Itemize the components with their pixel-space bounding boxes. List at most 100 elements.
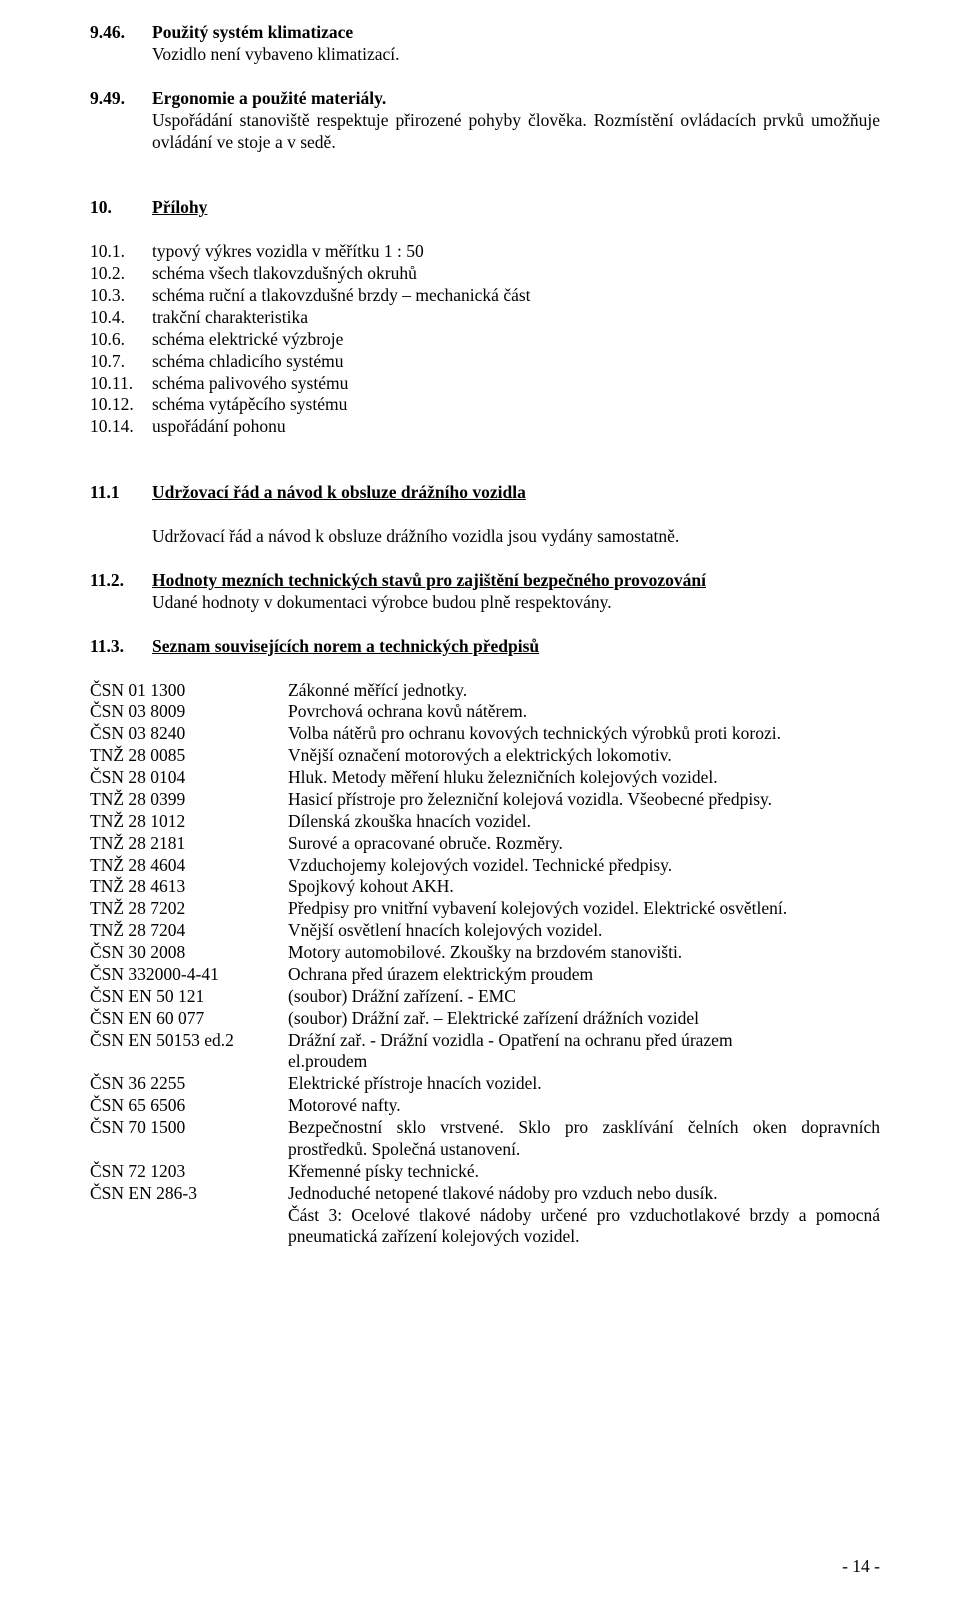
section-946-title: Použitý systém klimatizace xyxy=(152,22,353,44)
section-111-body: Udržovací řád a návod k obsluze drážního… xyxy=(152,526,880,548)
attachment-num: 10.4. xyxy=(90,307,152,329)
standard-desc: Motory automobilové. Zkoušky na brzdovém… xyxy=(288,942,880,964)
section-113-title: Seznam souvisejících norem a technických… xyxy=(152,636,539,658)
attachments-list: 10.1. typový výkres vozidla v měřítku 1 … xyxy=(90,241,880,438)
attachment-num: 10.14. xyxy=(90,416,152,438)
standard-row: ČSN EN 60 077(soubor) Drážní zař. – Elek… xyxy=(90,1008,880,1030)
standard-code: ČSN 03 8009 xyxy=(90,701,288,723)
standard-row: ČSN 70 1500Bezpečnostní sklo vrstvené. S… xyxy=(90,1117,880,1161)
standard-row: ČSN 28 0104Hluk. Metody měření hluku žel… xyxy=(90,767,880,789)
attachment-text: trakční charakteristika xyxy=(152,307,308,329)
standard-desc: Hasicí přístroje pro železniční kolejová… xyxy=(288,789,880,811)
standard-desc: Ochrana před úrazem elektrickým proudem xyxy=(288,964,880,986)
standard-row: ČSN EN 286-3Jednoduché netopené tlakové … xyxy=(90,1183,880,1205)
standard-row: ČSN 72 1203Křemenné písky technické. xyxy=(90,1161,880,1183)
section-949-body: Uspořádání stanoviště respektuje přiroze… xyxy=(152,110,880,154)
standard-code: ČSN 72 1203 xyxy=(90,1161,288,1183)
standard-code: TNŽ 28 7204 xyxy=(90,920,288,942)
standard-desc: Zákonné měřící jednotky. xyxy=(288,680,880,702)
standard-row: TNŽ 28 7202Předpisy pro vnitřní vybavení… xyxy=(90,898,880,920)
attachment-text: schéma všech tlakovzdušných okruhů xyxy=(152,263,417,285)
standard-desc: Předpisy pro vnitřní vybavení kolejových… xyxy=(288,898,880,920)
standard-code: ČSN EN 50153 ed.2 xyxy=(90,1030,288,1052)
standard-row: ČSN EN 50 121(soubor) Drážní zařízení. -… xyxy=(90,986,880,1008)
standard-code: ČSN 70 1500 xyxy=(90,1117,288,1139)
attachment-item: 10.4. trakční charakteristika xyxy=(90,307,880,329)
standard-row: ČSN 332000-4-41Ochrana před úrazem elekt… xyxy=(90,964,880,986)
attachment-num: 10.6. xyxy=(90,329,152,351)
standard-code: ČSN 36 2255 xyxy=(90,1073,288,1095)
standard-row: TNŽ 28 4604Vzduchojemy kolejových vozide… xyxy=(90,855,880,877)
section-946-body: Vozidlo není vybaveno klimatizací. xyxy=(152,44,880,66)
standard-desc: Vzduchojemy kolejových vozidel. Technick… xyxy=(288,855,880,877)
standard-desc: Část 3: Ocelové tlakové nádoby určené pr… xyxy=(288,1205,880,1249)
section-112-title: Hodnoty mezních technických stavů pro za… xyxy=(152,570,706,592)
standard-desc: (soubor) Drážní zařízení. - EMC xyxy=(288,986,880,1008)
standard-code: ČSN 30 2008 xyxy=(90,942,288,964)
standard-code: ČSN 28 0104 xyxy=(90,767,288,789)
attachment-item: 10.1. typový výkres vozidla v měřítku 1 … xyxy=(90,241,880,263)
section-949-title: Ergonomie a použité materiály. xyxy=(152,88,386,110)
standard-code: ČSN 01 1300 xyxy=(90,680,288,702)
standard-row: TNŽ 28 1012Dílenská zkouška hnacích vozi… xyxy=(90,811,880,833)
section-10-header: 10. Přílohy xyxy=(90,197,880,219)
section-111-header: 11.1 Udržovací řád a návod k obsluze drá… xyxy=(90,482,880,504)
standard-desc: Bezpečnostní sklo vrstvené. Sklo pro zas… xyxy=(288,1117,880,1161)
section-946-header: 9.46. Použitý systém klimatizace xyxy=(90,22,880,44)
standard-desc: Elektrické přístroje hnacích vozidel. xyxy=(288,1073,880,1095)
standard-code: TNŽ 28 4604 xyxy=(90,855,288,877)
attachment-text: typový výkres vozidla v měřítku 1 : 50 xyxy=(152,241,424,263)
standard-code: TNŽ 28 1012 xyxy=(90,811,288,833)
attachment-item: 10.2. schéma všech tlakovzdušných okruhů xyxy=(90,263,880,285)
standard-code: ČSN 65 6506 xyxy=(90,1095,288,1117)
standard-code: ČSN 332000-4-41 xyxy=(90,964,288,986)
standard-desc: Vnější označení motorových a elektrickýc… xyxy=(288,745,880,767)
standard-code: ČSN 03 8240 xyxy=(90,723,288,745)
standard-desc: Motorové nafty. xyxy=(288,1095,880,1117)
attachment-num: 10.12. xyxy=(90,394,152,416)
attachment-item: 10.6. schéma elektrické výzbroje xyxy=(90,329,880,351)
section-112-body: Udané hodnoty v dokumentaci výrobce budo… xyxy=(152,592,880,614)
standard-row: ČSN 36 2255Elektrické přístroje hnacích … xyxy=(90,1073,880,1095)
standard-desc: Povrchová ochrana kovů nátěrem. xyxy=(288,701,880,723)
standard-row: ČSN 01 1300Zákonné měřící jednotky. xyxy=(90,680,880,702)
section-10-title: Přílohy xyxy=(152,197,207,219)
standard-desc: Dílenská zkouška hnacích vozidel. xyxy=(288,811,880,833)
standard-desc: (soubor) Drážní zař. – Elektrické zaříze… xyxy=(288,1008,880,1030)
document-page: 9.46. Použitý systém klimatizace Vozidlo… xyxy=(0,0,960,1604)
standard-row: TNŽ 28 2181Surové a opracované obruče. R… xyxy=(90,833,880,855)
standard-row: TNŽ 28 0085Vnější označení motorových a … xyxy=(90,745,880,767)
standard-desc: Surové a opracované obruče. Rozměry. xyxy=(288,833,880,855)
attachment-item: 10.3. schéma ruční a tlakovzdušné brzdy … xyxy=(90,285,880,307)
standard-desc: Volba nátěrů pro ochranu kovových techni… xyxy=(288,723,880,745)
attachment-text: schéma ruční a tlakovzdušné brzdy – mech… xyxy=(152,285,531,307)
standard-code: TNŽ 28 0399 xyxy=(90,789,288,811)
standard-row: ČSN 03 8009Povrchová ochrana kovů nátěre… xyxy=(90,701,880,723)
attachment-num: 10.1. xyxy=(90,241,152,263)
section-949-header: 9.49. Ergonomie a použité materiály. xyxy=(90,88,880,110)
section-113-header: 11.3. Seznam souvisejících norem a techn… xyxy=(90,636,880,658)
standard-desc: Drážní zař. - Drážní vozidla - Opatření … xyxy=(288,1030,880,1052)
attachment-num: 10.3. xyxy=(90,285,152,307)
standard-row: ČSN 03 8240Volba nátěrů pro ochranu kovo… xyxy=(90,723,880,745)
standard-desc: el.proudem xyxy=(288,1051,880,1073)
standards-table: ČSN 01 1300Zákonné měřící jednotky. ČSN … xyxy=(90,680,880,1249)
attachment-item: 10.11. schéma palivového systému xyxy=(90,373,880,395)
standard-row: TNŽ 28 4613Spojkový kohout AKH. xyxy=(90,876,880,898)
standard-desc: Spojkový kohout AKH. xyxy=(288,876,880,898)
section-10-num: 10. xyxy=(90,197,152,219)
attachment-text: schéma elektrické výzbroje xyxy=(152,329,343,351)
standard-row: Část 3: Ocelové tlakové nádoby určené pr… xyxy=(90,1205,880,1249)
section-111-title: Udržovací řád a návod k obsluze drážního… xyxy=(152,482,526,504)
attachment-text: schéma palivového systému xyxy=(152,373,348,395)
section-112-num: 11.2. xyxy=(90,570,152,592)
standard-row: TNŽ 28 7204Vnější osvětlení hnacích kole… xyxy=(90,920,880,942)
standard-code: ČSN EN 60 077 xyxy=(90,1008,288,1030)
attachment-num: 10.2. xyxy=(90,263,152,285)
section-111-num: 11.1 xyxy=(90,482,152,504)
standard-code: TNŽ 28 0085 xyxy=(90,745,288,767)
section-946-num: 9.46. xyxy=(90,22,152,44)
attachment-item: 10.14. uspořádání pohonu xyxy=(90,416,880,438)
section-113-num: 11.3. xyxy=(90,636,152,658)
attachment-text: uspořádání pohonu xyxy=(152,416,286,438)
